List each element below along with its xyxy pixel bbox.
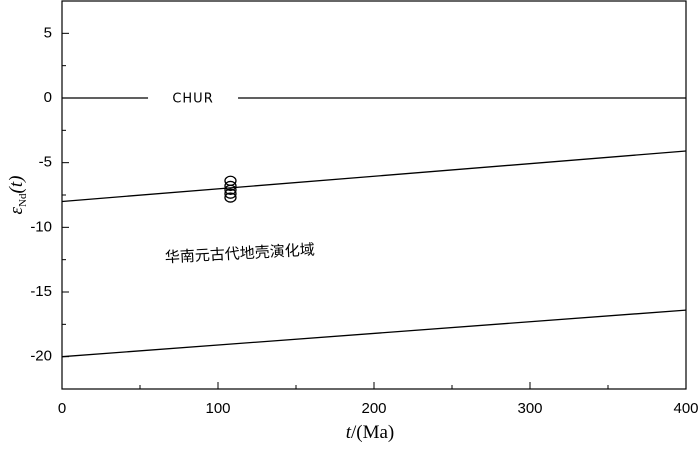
y-tick-label: 5	[44, 24, 52, 41]
y-tick-label: -15	[30, 283, 52, 300]
x-label-unit: /(Ma)	[351, 422, 394, 443]
plot-frame	[61, 0, 687, 390]
x-axis-label: t/(Ma)	[346, 422, 395, 443]
x-tick-label: 300	[517, 400, 542, 417]
x-label-var: t	[346, 422, 352, 443]
y-label-symbol: ε	[6, 206, 27, 214]
y-tick-label: 0	[44, 89, 52, 106]
annotation: 华南元古代地壳演化域	[164, 242, 315, 267]
x-tick-label: 0	[58, 400, 66, 417]
data-point	[224, 192, 237, 203]
x-tick-label: 400	[673, 400, 698, 417]
y-tick-label: -20	[30, 348, 52, 365]
y-tick-label: -10	[30, 218, 52, 235]
y-axis-label: εNd(t)	[6, 176, 28, 215]
label-background	[148, 90, 239, 106]
annotation: CHUR	[172, 92, 213, 107]
reference-line	[61, 150, 687, 203]
data-point	[224, 184, 237, 195]
y-label-arg: (t)	[6, 176, 27, 194]
data-point	[224, 188, 237, 199]
y-tick-label: -5	[39, 154, 52, 171]
data-point	[224, 180, 237, 192]
data-point	[224, 175, 237, 186]
y-label-sub: Nd	[17, 193, 29, 207]
x-tick-label: 100	[205, 400, 230, 417]
x-tick-label: 200	[361, 400, 386, 417]
reference-line	[61, 309, 687, 358]
